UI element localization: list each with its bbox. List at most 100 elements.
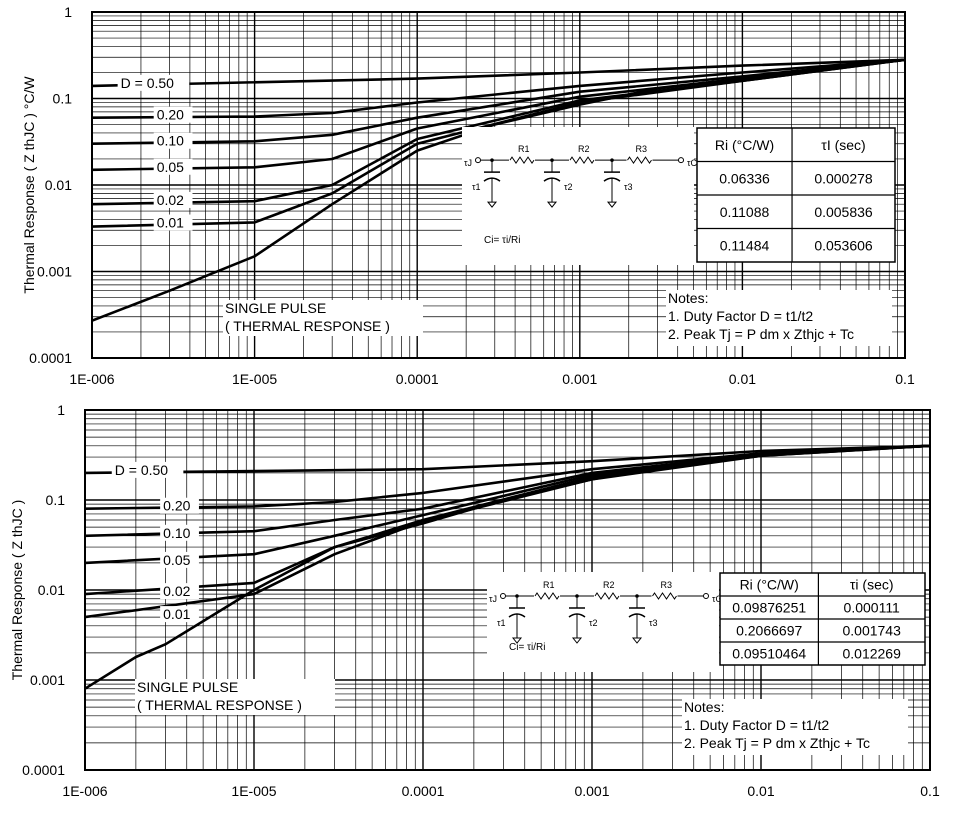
single-pulse-label-bg [223,300,423,336]
table-cell: 0.2066697 [736,623,802,639]
capacitance-formula: Ci= τi/Ri [509,642,545,653]
series-line [91,58,906,322]
resistor-label: R3 [661,580,673,590]
series-label: 0.02 [163,583,190,599]
tau-label: τ1 [497,618,506,628]
series-label-bg [153,158,193,175]
series-label-bg [153,191,193,208]
tau-label: τ2 [589,618,598,628]
chart-panel-2: 1E-006 1E-005 0.0001 0.001 0.01 0.1 1 0.1 0.01 0.… [9,402,940,799]
series-label-bg [160,551,199,568]
tau-label: τC [712,594,723,604]
series-label: D = 0.50 [115,462,169,478]
plot-frame [91,11,906,359]
y-tick-label: 0.0001 [29,350,72,366]
series-label: 0.10 [157,133,184,149]
notes: Notes: 1. Duty Factor D = t1/t2 2. Peak Tj… [682,699,908,755]
resistor-label: R3 [636,144,648,154]
series-line [84,444,931,475]
table-header: Ri (°C/W) [715,137,774,153]
series-label: 0.20 [157,107,184,123]
series-line [91,58,906,119]
notes: Notes: 1. Duty Factor D = t1/t2 2. Peak Tj… [666,290,892,346]
resistor [534,592,560,600]
x-tick-label: 0.0001 [402,783,445,799]
table-header: τI (sec) [821,137,865,153]
table-cell: 0.000111 [844,600,901,616]
table-header: Ri (°C/W) [740,577,799,593]
y-tick-label: 0.0001 [22,762,65,778]
table-cell: 0.06336 [719,170,770,186]
ground-icon [571,637,583,644]
notes-background [666,290,892,346]
chart-panel-1: 1E-006 1E-005 0.0001 0.001 0.01 0.1 1 0.1 0.01 0.… [21,4,915,387]
table-cell: 0.000278 [814,170,873,186]
y-axis-label: Thermal Response ( Z thJC ) [9,500,25,681]
table-cell: 0.11088 [720,204,770,220]
table-cell: 0.09876251 [732,600,806,616]
series-label-bg [111,461,184,478]
ground-icon [546,201,558,208]
terminal-junction [475,157,481,164]
single-pulse-label: ( THERMAL RESPONSE ) [225,318,390,334]
x-tick-label: 0.01 [747,783,774,799]
tau-label: τJ [489,594,497,604]
series-label: 0.20 [163,498,190,514]
series-label-bg [153,106,193,123]
single-pulse-label-bg [135,679,335,715]
series-line [84,444,931,690]
series-label: 0.01 [163,606,190,622]
resistor-label: R2 [578,144,590,154]
tau-label: τ1 [472,182,481,192]
x-tick-label: 0.001 [562,371,597,387]
resistor-label: R2 [603,580,615,590]
rc-parameter-table: Ri (°C/W) τi (sec) 0.09876251 0.000111 0.206… [719,572,926,666]
terminal-case [678,157,684,164]
series-label-bg [160,583,199,600]
table-cell: 0.012269 [842,646,901,662]
x-tick-label: 0.1 [920,783,940,799]
resistor [509,156,535,165]
x-tick-label: 0.1 [895,371,915,387]
y-tick-label: 0.01 [38,582,65,598]
rc-circuit-diagram: τJ τC R1 τ1 R2 τ2 R3 τ3 Ci= τi/Ri [462,127,698,265]
table-cell: 0.001743 [842,623,901,639]
x-tick-label: 0.001 [574,783,609,799]
single-pulse-label: ( THERMAL RESPONSE ) [137,697,302,713]
terminal-junction [500,593,506,599]
capacitance-formula: Ci= τi/Ri [484,235,520,246]
series-label: 0.10 [163,525,190,541]
series-label: 0.05 [157,159,184,175]
series-label-bg [160,524,199,541]
ground-icon [631,637,643,644]
series-line [91,58,906,228]
x-tick-label: 1E-005 [231,783,276,799]
note-line: 1. Duty Factor D = t1/t2 [668,308,813,324]
single-pulse-label: SINGLE PULSE [137,679,238,695]
resistor [652,592,677,600]
x-tick-label: 1E-006 [62,783,107,799]
resistor [594,592,620,600]
series-line [91,58,906,88]
series-line [91,58,906,145]
x-tick-label: 1E-005 [232,371,277,387]
tau-label: τ2 [564,182,573,192]
table-cell: 0.053606 [814,237,873,253]
series-label: 0.05 [163,552,190,568]
series-label-bg [153,132,193,149]
x-tick-label: 0.0001 [396,371,439,387]
series-line [84,444,931,538]
resistor [569,156,595,165]
tau-label: τJ [464,158,472,168]
y-tick-label: 0.1 [53,91,73,107]
y-tick-label: 0.001 [30,672,65,688]
resistor-label: R1 [543,580,555,590]
notes-background [682,699,908,755]
ground-icon [486,201,498,208]
tau-label: τ3 [649,618,658,628]
series-label-bg [117,74,190,91]
y-tick-label: 1 [64,4,72,20]
note-line: 2. Peak Tj = P dm x Zthjc + Tc [684,735,870,751]
tau-label: τ3 [624,182,633,192]
